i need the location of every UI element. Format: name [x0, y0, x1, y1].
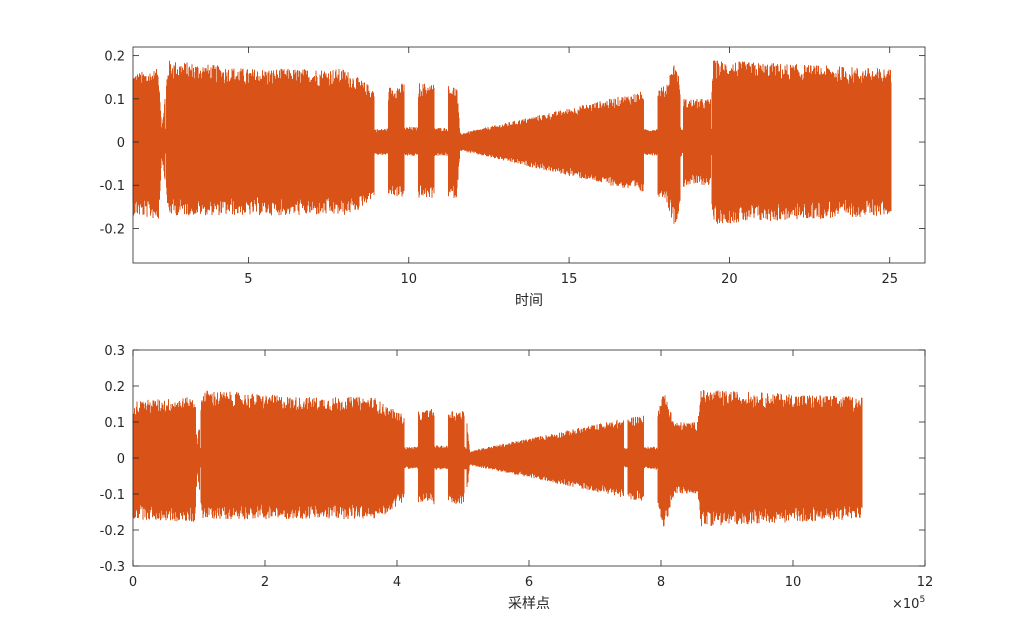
x-tick-label: 12 — [917, 575, 934, 590]
y-tick-label: 0.1 — [104, 93, 125, 108]
y-tick-label: 0.2 — [104, 380, 125, 395]
y-tick-label: -0.1 — [100, 488, 125, 503]
y-tick-label: 0 — [117, 136, 125, 151]
bottom-x-multiplier: ×105 — [892, 595, 925, 612]
bottom-x-multiplier-base: ×10 — [892, 597, 919, 612]
x-tick-label: 8 — [657, 575, 665, 590]
top-subplot: 5 10 15 20 25 -0.2 -0.1 0 0.1 0.2 时间 — [100, 46, 926, 309]
x-tick-label: 6 — [525, 575, 533, 590]
x-tick-label: 15 — [561, 272, 578, 287]
x-tick-label: 5 — [244, 272, 252, 287]
top-axes — [132, 46, 926, 264]
y-tick-label: 0.3 — [104, 344, 125, 359]
bottom-tick-labels: 0 2 4 6 8 10 12 -0.3 -0.2 -0.1 0 0.1 0.2 0.3 — [100, 344, 934, 590]
x-tick-label: 10 — [400, 272, 417, 287]
y-tick-label: -0.2 — [100, 524, 125, 539]
bottom-x-multiplier-exponent: 5 — [919, 595, 925, 605]
y-tick-label: -0.3 — [100, 560, 125, 575]
bottom-x-axis-label: 采样点 — [508, 596, 550, 612]
x-tick-label: 25 — [881, 272, 898, 287]
x-tick-label: 10 — [785, 575, 802, 590]
axes-frame — [132, 46, 926, 264]
top-tick-labels: 5 10 15 20 25 -0.2 -0.1 0 0.1 0.2 — [100, 50, 898, 287]
y-tick-label: 0 — [117, 452, 125, 467]
bottom-subplot: 0 2 4 6 8 10 12 -0.3 -0.2 -0.1 0 0.1 0.2 0.3 采样点 ×105 — [100, 344, 934, 612]
bottom-axes — [132, 349, 926, 567]
x-tick-label: 0 — [129, 575, 137, 590]
y-tick-label: -0.2 — [100, 222, 125, 237]
y-tick-label: 0.1 — [104, 416, 125, 431]
y-tick-label: 0.2 — [104, 50, 125, 65]
x-tick-label: 20 — [721, 272, 738, 287]
top-x-axis-label: 时间 — [515, 293, 543, 309]
y-tick-label: -0.1 — [100, 179, 125, 194]
x-tick-label: 2 — [261, 575, 269, 590]
x-tick-label: 4 — [393, 575, 401, 590]
